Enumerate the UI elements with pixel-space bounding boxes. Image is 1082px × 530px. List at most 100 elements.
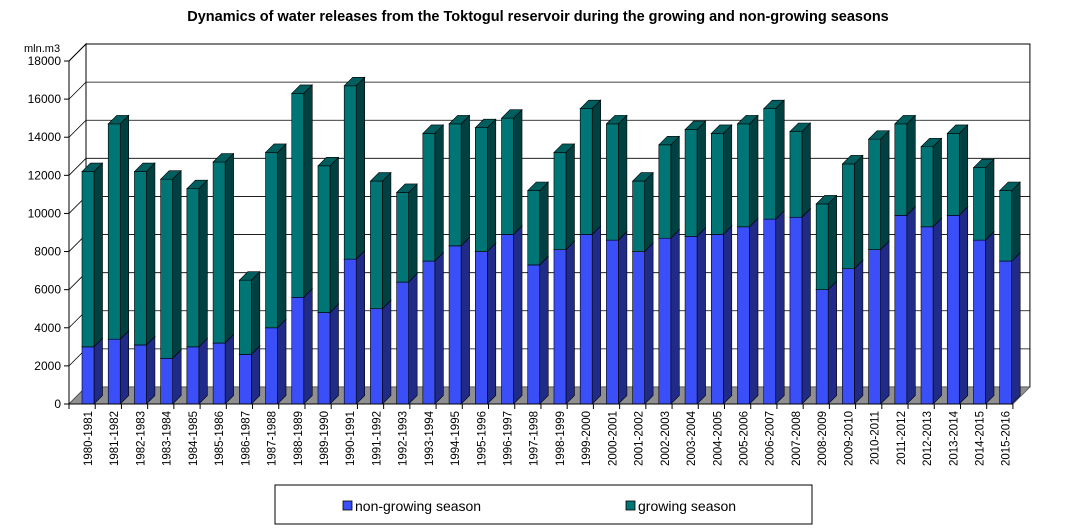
- bar-growing: [422, 124, 445, 262]
- bar-growing: [894, 114, 917, 217]
- bar-growing: [553, 143, 576, 251]
- x-tick-label: 1992-1993: [398, 411, 410, 466]
- legend-frame: [274, 484, 813, 525]
- bar-growing: [448, 114, 471, 247]
- bar-non-growing-front: [186, 346, 200, 405]
- bar-non-growing-front: [632, 251, 645, 405]
- x-tick-label: 1980-1981: [83, 411, 95, 466]
- bar-non-growing-side: [696, 227, 706, 405]
- bar-non-growing-side: [198, 337, 208, 405]
- bar-non-growing: [605, 230, 628, 405]
- bar-growing: [998, 181, 1021, 262]
- x-tick-label: 2013-2014: [948, 410, 960, 466]
- bar-growing-top: [920, 137, 943, 148]
- bar-growing: [317, 156, 340, 314]
- bar-non-growing-front: [212, 342, 226, 405]
- bar-non-growing-front: [946, 215, 960, 405]
- bar-non-growing-front: [396, 281, 409, 405]
- x-tick-label: 2004-2005: [712, 411, 724, 466]
- chart-title: Dynamics of water releases from the Tokt…: [187, 9, 889, 25]
- bar-growing-side: [539, 181, 549, 266]
- bar-non-growing: [343, 249, 366, 405]
- bar-growing-front: [134, 171, 147, 346]
- bar-non-growing-side: [906, 206, 916, 405]
- bar-non-growing-front: [710, 234, 724, 405]
- bar-growing-front: [894, 123, 908, 216]
- bar-non-growing: [972, 230, 995, 405]
- y-tick-label: 0: [54, 397, 61, 411]
- bar-growing-side: [854, 154, 864, 270]
- bar-non-growing: [789, 208, 812, 405]
- bar-non-growing-side: [460, 236, 470, 405]
- bar-growing-front: [842, 163, 855, 270]
- x-tick-label: 2010-2011: [870, 411, 882, 465]
- bar-growing-top: [369, 172, 392, 182]
- bar-non-growing-side: [486, 242, 497, 405]
- bar-non-growing-front: [81, 346, 95, 405]
- bar-growing-side: [146, 162, 156, 346]
- x-tick-label: 1990-1991: [345, 411, 357, 466]
- bar-growing-side: [224, 152, 234, 344]
- bar-growing: [500, 108, 523, 236]
- bar-growing-top: [212, 153, 235, 163]
- bar-non-growing-side: [958, 206, 969, 405]
- bar-non-growing: [212, 333, 235, 405]
- bar-non-growing-front: [422, 260, 436, 405]
- bar-non-growing-side: [565, 240, 575, 405]
- bar-growing-front: [999, 190, 1013, 262]
- bar-growing-side: [880, 129, 890, 251]
- bar-non-growing-side: [539, 255, 549, 405]
- bar-growing: [186, 179, 209, 348]
- bar-non-growing-front: [894, 215, 908, 405]
- x-tick-label: 1981-1982: [109, 411, 121, 466]
- bar-growing-side: [355, 76, 366, 260]
- x-tick-label: 1983-1984: [162, 410, 174, 466]
- bar-non-growing-side: [775, 209, 785, 405]
- bar-non-growing-side: [329, 303, 339, 405]
- bar-non-growing: [841, 259, 864, 405]
- y-axis-label: mln.m3: [24, 43, 60, 55]
- bar-growing-side: [329, 156, 339, 314]
- bar-non-growing-front: [448, 245, 462, 405]
- bar-growing-side: [119, 114, 130, 340]
- legend: non-growing season growing season: [274, 484, 813, 525]
- bar-non-growing-front: [317, 312, 331, 405]
- bar-non-growing: [710, 225, 733, 405]
- bar-growing-front: [186, 188, 200, 348]
- bar-non-growing-side: [1011, 251, 1021, 405]
- bar-non-growing-front: [868, 249, 881, 405]
- x-tick-label: 2007-2008: [791, 411, 803, 466]
- bar-growing-side: [775, 99, 785, 220]
- bar-growing: [867, 129, 890, 251]
- bar-growing-top: [894, 115, 917, 125]
- x-tick-label: 2009-2010: [843, 411, 855, 466]
- bar-non-growing: [186, 337, 209, 405]
- bar-growing: [343, 76, 366, 260]
- bar-non-growing-side: [93, 337, 103, 405]
- bar-growing: [631, 171, 654, 253]
- bar-growing-top: [946, 124, 969, 134]
- bar-growing-front: [710, 133, 724, 235]
- bar-growing-front: [763, 108, 777, 220]
- x-tick-label: 1998-1999: [555, 411, 567, 466]
- x-tick-label: 1987-1988: [267, 411, 279, 466]
- bar-growing-side: [696, 120, 706, 238]
- bar-growing-side: [644, 171, 654, 253]
- x-tick-label: 1986-1987: [240, 411, 252, 466]
- x-tick-label: 2014-2015: [974, 411, 986, 466]
- x-tick-label: 2005-2006: [739, 411, 751, 466]
- bar-growing-side: [382, 171, 392, 310]
- bar-non-growing-front: [842, 268, 855, 405]
- y-tick-label: 16000: [28, 92, 62, 106]
- x-tick-label: 2002-2003: [660, 411, 672, 466]
- bar-growing-front: [501, 117, 514, 235]
- bar-growing: [527, 181, 549, 266]
- bar-non-growing-front: [658, 237, 672, 405]
- x-tick-label: 2000-2001: [607, 411, 619, 466]
- bar-non-growing-side: [434, 251, 444, 405]
- bar-growing: [212, 152, 235, 344]
- bar-growing-top: [500, 109, 523, 119]
- x-tick-label: 1982-1983: [135, 411, 147, 466]
- x-tick-label: 1985-1986: [214, 411, 226, 466]
